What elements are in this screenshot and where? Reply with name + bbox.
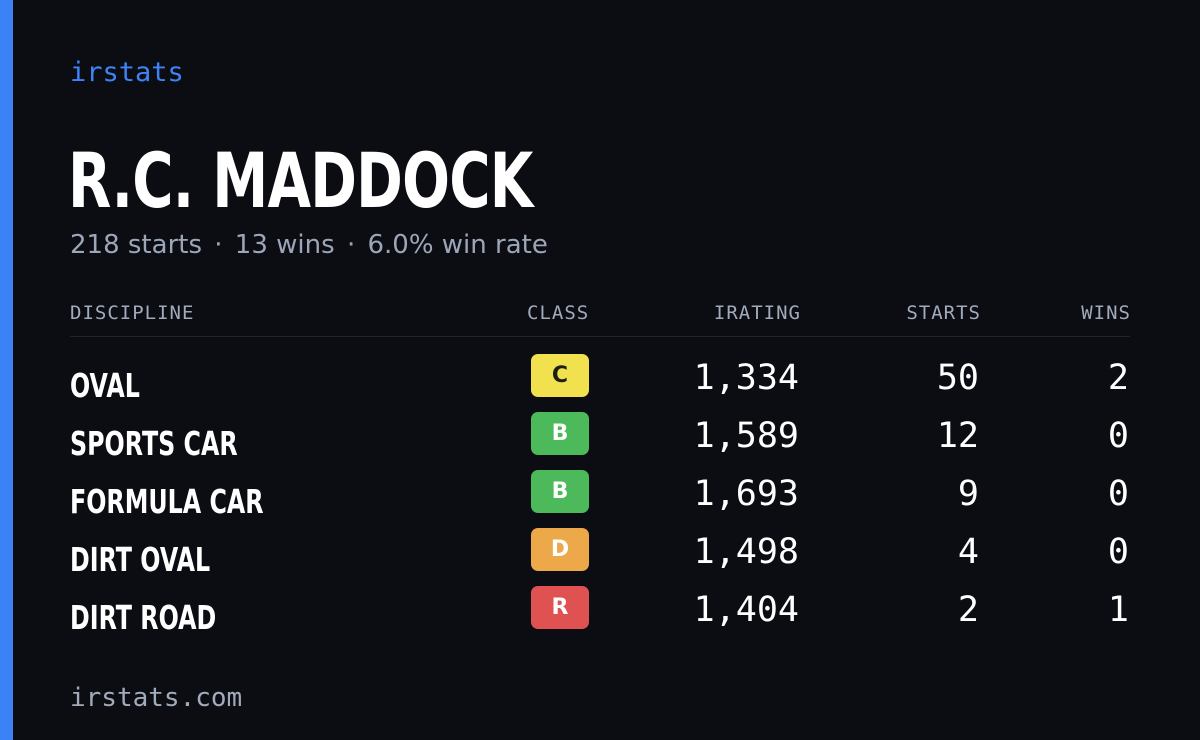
summary-win-rate: 6.0% win rate [367, 230, 548, 260]
wins-value: 0 [1107, 416, 1129, 456]
player-name: R.C. MADDOCK [68, 136, 533, 225]
irating-value: 1,404 [693, 590, 799, 630]
footer-site-link: irstats.com [70, 683, 243, 713]
column-header-class: CLASS [527, 302, 590, 324]
wins-value: 0 [1107, 474, 1129, 514]
discipline-name: DIRT OVAL [70, 540, 211, 579]
summary-starts: 218 starts [70, 230, 202, 260]
irating-value: 1,334 [693, 358, 799, 398]
column-header-wins: WINS [1081, 302, 1131, 324]
starts-value: 2 [957, 590, 979, 630]
discipline-name: DIRT ROAD [70, 598, 217, 637]
discipline-name: OVAL [70, 366, 140, 405]
wins-value: 2 [1107, 358, 1129, 398]
header-divider [70, 336, 1130, 337]
accent-bar [0, 0, 13, 740]
discipline-name: FORMULA CAR [70, 482, 264, 521]
discipline-name: SPORTS CAR [70, 424, 238, 463]
starts-value: 50 [936, 358, 979, 398]
table-row: SPORTS CAR B 1,589 12 0 [0, 412, 1200, 474]
table-row: DIRT ROAD R 1,404 2 1 [0, 586, 1200, 648]
summary-separator: · [214, 230, 223, 260]
wins-value: 1 [1107, 590, 1129, 630]
irating-value: 1,693 [693, 474, 799, 514]
starts-value: 9 [957, 474, 979, 514]
irating-value: 1,589 [693, 416, 799, 456]
class-badge: B [531, 470, 589, 513]
class-badge: D [531, 528, 589, 571]
starts-value: 4 [957, 532, 979, 572]
wins-value: 0 [1107, 532, 1129, 572]
irating-value: 1,498 [693, 532, 799, 572]
column-header-irating: IRATING [713, 302, 801, 324]
table-row: OVAL C 1,334 50 2 [0, 354, 1200, 416]
column-header-starts: STARTS [906, 302, 981, 324]
table-row: DIRT OVAL D 1,498 4 0 [0, 528, 1200, 590]
class-badge: B [531, 412, 589, 455]
class-badge: C [531, 354, 589, 397]
brand-logo-text: irstats [70, 57, 184, 88]
starts-value: 12 [936, 416, 979, 456]
summary-separator: · [346, 230, 356, 260]
player-summary: 218 starts · 13 wins · 6.0% win rate [70, 228, 548, 262]
class-badge: R [531, 586, 589, 629]
table-row: FORMULA CAR B 1,693 9 0 [0, 470, 1200, 532]
column-header-discipline: DISCIPLINE [70, 302, 195, 324]
summary-wins: 13 wins [234, 230, 335, 260]
